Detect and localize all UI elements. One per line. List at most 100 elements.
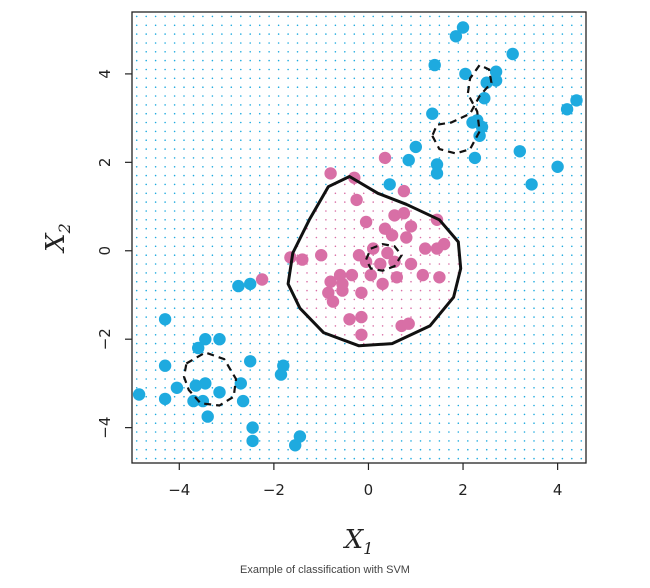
x-tick-label-4: 4 [553, 481, 563, 499]
data-point-class-a-3 [459, 67, 472, 81]
data-point-class-a-27 [158, 313, 172, 326]
data-point-class-b-0 [315, 249, 328, 262]
data-point-class-b-24 [374, 257, 387, 271]
data-point-class-b-7 [378, 151, 392, 165]
data-point-class-a-40 [132, 388, 146, 401]
data-point-class-b-29 [345, 268, 359, 282]
y-tick-label-2: 0 [96, 246, 114, 256]
data-point-class-a-38 [189, 379, 202, 392]
data-point-class-a-16 [409, 140, 422, 154]
data-point-class-a-28 [199, 333, 212, 346]
y-axis-label-main: X [41, 232, 71, 254]
data-point-class-a-41 [158, 392, 172, 406]
data-point-class-a-24 [383, 178, 396, 191]
data-point-class-b-42 [355, 328, 368, 341]
data-point-class-b-28 [433, 271, 446, 284]
data-point-class-a-6 [489, 74, 503, 87]
data-point-class-a-10 [478, 92, 491, 105]
y-tick-label-3: 2 [96, 158, 114, 168]
y-axis-label: X2 [41, 223, 74, 254]
decision-boundary-layer [182, 63, 493, 407]
data-point-class-b-21 [381, 246, 394, 260]
y-axis: −4 −2 0 2 4 [96, 69, 132, 439]
data-point-class-a-36 [234, 377, 247, 390]
data-point-class-a-35 [199, 377, 212, 390]
decision-boundary-dashed-0 [431, 63, 493, 155]
data-point-class-b-35 [355, 286, 368, 299]
data-point-class-b-44 [364, 268, 377, 282]
chart-caption: Example of classification with SVM [240, 564, 410, 576]
data-point-class-a-1 [449, 30, 463, 43]
data-point-class-b-38 [343, 313, 356, 326]
data-point-class-a-25 [232, 279, 245, 293]
data-point-class-a-31 [244, 355, 257, 368]
data-point-class-b-12 [397, 207, 411, 220]
data-point-class-b-13 [404, 220, 418, 233]
data-point-class-b-9 [397, 184, 411, 198]
data-point-class-b-37 [390, 271, 403, 284]
y-tick-label-1: −2 [96, 328, 114, 350]
data-point-class-b-25 [388, 255, 401, 268]
data-point-class-a-9 [560, 103, 574, 116]
data-point-class-b-27 [416, 268, 429, 282]
x-axis: −4 −2 0 2 4 [168, 463, 562, 499]
data-point-class-b-10 [388, 209, 401, 222]
data-point-class-a-15 [473, 129, 486, 142]
data-point-class-a-0 [456, 21, 470, 34]
data-point-class-b-41 [402, 317, 415, 330]
data-point-class-a-13 [466, 116, 479, 129]
x-axis-label: X1 [343, 525, 374, 558]
data-point-class-a-26 [244, 277, 257, 291]
y-axis-label-subscript: 2 [55, 223, 74, 234]
data-point-class-a-34 [274, 368, 288, 381]
data-point-class-b-18 [419, 242, 432, 255]
data-point-class-a-30 [192, 341, 205, 355]
data-points-layer [132, 21, 583, 452]
data-point-class-a-39 [213, 386, 226, 399]
data-point-class-a-21 [513, 145, 526, 158]
data-point-class-a-18 [430, 158, 444, 171]
data-point-class-b-4 [324, 167, 337, 180]
data-point-class-a-11 [426, 107, 439, 120]
x-axis-label-main: X [343, 525, 365, 555]
data-point-class-a-46 [246, 421, 259, 434]
data-point-class-b-15 [385, 229, 399, 242]
data-point-class-a-8 [570, 94, 583, 107]
data-point-class-a-2 [428, 58, 441, 72]
data-point-class-a-20 [468, 151, 482, 165]
data-point-class-a-29 [213, 333, 226, 346]
background-prediction-grid [135, 15, 583, 460]
plot-frame [131, 11, 587, 464]
data-point-class-b-16 [400, 231, 413, 244]
data-point-class-a-44 [236, 394, 250, 408]
x-axis-label-subscript: 1 [363, 539, 373, 558]
data-point-class-b-1 [296, 253, 309, 266]
data-point-class-b-19 [437, 237, 451, 251]
decision-boundary-solid [286, 175, 463, 348]
y-tick-label-0: −4 [96, 417, 114, 439]
y-tick-label-4: 4 [96, 69, 114, 79]
data-point-class-b-3 [255, 273, 269, 286]
data-point-class-b-43 [336, 277, 349, 291]
data-point-class-b-31 [324, 275, 337, 288]
x-tick-label-3: 2 [458, 481, 468, 499]
data-point-class-a-7 [506, 47, 519, 61]
data-point-class-a-47 [246, 434, 259, 448]
data-point-class-b-6 [350, 193, 363, 207]
x-tick-label-1: −2 [263, 481, 285, 499]
data-point-class-a-49 [289, 439, 302, 452]
data-point-class-a-22 [551, 160, 564, 173]
data-point-class-b-26 [404, 257, 418, 271]
data-point-class-a-17 [402, 153, 415, 167]
data-point-class-a-19 [430, 167, 444, 180]
data-point-class-a-5 [489, 65, 503, 78]
background-grid-class-a [135, 15, 583, 460]
decision-boundary-dashed-2 [364, 242, 403, 272]
data-point-class-b-34 [326, 295, 340, 308]
data-point-class-b-36 [376, 277, 389, 291]
data-point-class-b-8 [359, 215, 373, 229]
data-point-class-a-23 [525, 178, 538, 191]
data-point-class-a-32 [158, 359, 172, 372]
data-point-class-a-45 [201, 410, 214, 423]
